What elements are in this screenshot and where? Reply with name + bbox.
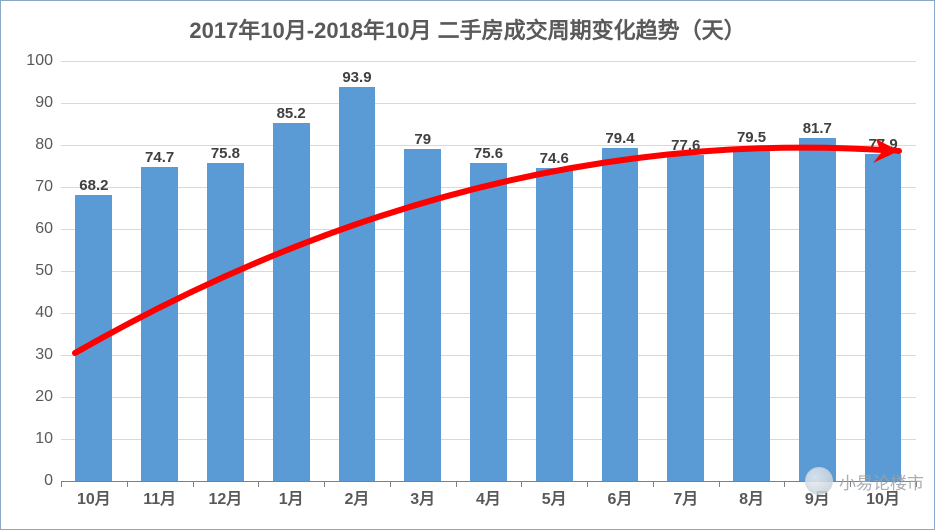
x-tick-label: 3月 bbox=[390, 485, 456, 509]
bar-slot: 75.6 bbox=[456, 61, 522, 481]
x-tick-label: 11月 bbox=[127, 485, 193, 509]
bar bbox=[141, 167, 178, 481]
bar-value-label: 85.2 bbox=[277, 105, 306, 122]
bar-value-label: 74.7 bbox=[145, 149, 174, 166]
bar bbox=[667, 155, 704, 481]
bar bbox=[339, 87, 376, 481]
bar bbox=[75, 195, 112, 481]
y-tick-label: 70 bbox=[35, 178, 61, 196]
gridline bbox=[61, 481, 916, 482]
bar-slot: 79.5 bbox=[719, 61, 785, 481]
watermark-text: 小易论楼市 bbox=[839, 469, 924, 494]
x-tick-label: 6月 bbox=[587, 485, 653, 509]
bar-slot: 85.2 bbox=[258, 61, 324, 481]
bar bbox=[733, 147, 770, 481]
x-tick-label: 4月 bbox=[456, 485, 522, 509]
bar-slot: 75.8 bbox=[193, 61, 259, 481]
bars-row: 68.2 74.7 75.8 85.2 93.9 79 75.6 74.6 79.4 77.6 79… bbox=[61, 61, 916, 481]
x-tick-label: 7月 bbox=[653, 485, 719, 509]
bar-value-label: 79 bbox=[414, 131, 431, 148]
bar-slot: 74.6 bbox=[521, 61, 587, 481]
bar-value-label: 75.6 bbox=[474, 145, 503, 162]
y-tick-label: 40 bbox=[35, 304, 61, 322]
bar bbox=[470, 163, 507, 481]
x-tick-label: 8月 bbox=[719, 485, 785, 509]
bar-value-label: 81.7 bbox=[803, 120, 832, 137]
y-tick-label: 20 bbox=[35, 388, 61, 406]
bar-value-label: 68.2 bbox=[79, 177, 108, 194]
bar bbox=[207, 163, 244, 481]
y-tick-label: 30 bbox=[35, 346, 61, 364]
bar-slot: 79.4 bbox=[587, 61, 653, 481]
bar-value-label: 74.6 bbox=[540, 150, 569, 167]
bar bbox=[404, 149, 441, 481]
y-tick-label: 0 bbox=[44, 472, 61, 490]
bar bbox=[799, 138, 836, 481]
bar bbox=[602, 148, 639, 481]
x-tick-label: 1月 bbox=[258, 485, 324, 509]
bar-slot: 81.7 bbox=[784, 61, 850, 481]
bar-slot: 77.9 bbox=[850, 61, 916, 481]
x-tick-label: 5月 bbox=[521, 485, 587, 509]
bar bbox=[536, 168, 573, 481]
y-tick-label: 80 bbox=[35, 136, 61, 154]
x-tick-label: 2月 bbox=[324, 485, 390, 509]
bar bbox=[273, 123, 310, 481]
plot-area: 010203040506070809010068.274.775.885.293… bbox=[61, 61, 916, 481]
bar-value-label: 75.8 bbox=[211, 145, 240, 162]
y-tick-label: 60 bbox=[35, 220, 61, 238]
bar bbox=[865, 154, 902, 481]
bar-slot: 79 bbox=[390, 61, 456, 481]
x-axis-labels: 10月11月12月1月2月3月4月5月6月7月8月9月10月 bbox=[61, 485, 916, 509]
bar-slot: 74.7 bbox=[127, 61, 193, 481]
bar-value-label: 93.9 bbox=[342, 69, 371, 86]
chart-title: 2017年10月-2018年10月 二手房成交周期变化趋势（天） bbox=[1, 13, 934, 45]
bar-slot: 93.9 bbox=[324, 61, 390, 481]
watermark: 小易论楼市 bbox=[805, 467, 924, 495]
bar-value-label: 77.6 bbox=[671, 137, 700, 154]
chart-container: 2017年10月-2018年10月 二手房成交周期变化趋势（天） 0 10 20 30… bbox=[0, 0, 935, 530]
x-tick-label: 10月 bbox=[61, 485, 127, 509]
bar-value-label: 79.5 bbox=[737, 129, 766, 146]
wechat-icon bbox=[805, 467, 833, 495]
bar-slot: 77.6 bbox=[653, 61, 719, 481]
x-tick-label: 12月 bbox=[193, 485, 259, 509]
y-tick-label: 10 bbox=[35, 430, 61, 448]
bar-slot: 68.2 bbox=[61, 61, 127, 481]
y-tick-label: 90 bbox=[35, 94, 61, 112]
bar-value-label: 77.9 bbox=[868, 136, 897, 153]
y-tick-label: 100 bbox=[26, 52, 61, 70]
y-tick-label: 50 bbox=[35, 262, 61, 280]
bar-value-label: 79.4 bbox=[605, 130, 634, 147]
